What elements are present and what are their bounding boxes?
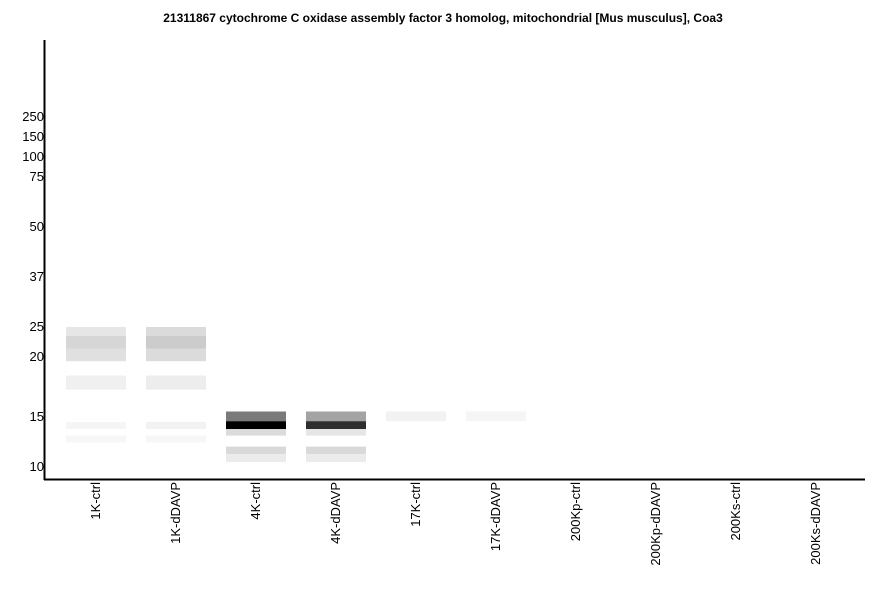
band [146, 335, 206, 349]
y-tick-label: 37 [30, 269, 44, 284]
lane-label: 200Ks-ctrl [728, 482, 743, 541]
lane-label: 17K-dDAVP [488, 482, 503, 551]
lane-label: 4K-ctrl [248, 482, 263, 520]
y-tick-label: 50 [30, 219, 44, 234]
band [146, 435, 206, 443]
band [306, 429, 366, 436]
lane-label: 1K-dDAVP [168, 482, 183, 544]
y-tick-labels: 250 150 100 75 50 37 25 20 15 10 [22, 109, 44, 474]
band [226, 429, 286, 436]
band [146, 422, 206, 429]
bands-layer [66, 327, 526, 463]
band [66, 422, 126, 429]
band [226, 421, 286, 430]
y-tick-label: 75 [30, 169, 44, 184]
band [146, 375, 206, 390]
band [226, 446, 286, 455]
band [66, 327, 126, 336]
band [386, 411, 446, 422]
lane-label: 1K-ctrl [88, 482, 103, 520]
lane-label: 200Kp-dDAVP [648, 482, 663, 566]
band [66, 335, 126, 349]
chart-title: 21311867 cytochrome C oxidase assembly f… [163, 11, 723, 25]
band [306, 421, 366, 430]
band [146, 348, 206, 362]
band [146, 327, 206, 336]
band [466, 411, 526, 422]
lane-label: 17K-ctrl [408, 482, 423, 527]
lane-label: 200Kp-ctrl [568, 482, 583, 541]
lane-label: 200Ks-dDAVP [808, 482, 823, 565]
band [226, 454, 286, 463]
y-tick-label: 150 [22, 129, 44, 144]
band [66, 375, 126, 390]
y-tick-label: 20 [30, 349, 44, 364]
y-tick-label: 100 [22, 149, 44, 164]
band [66, 435, 126, 443]
band [306, 411, 366, 422]
y-tick-label: 250 [22, 109, 44, 124]
y-tick-label: 10 [30, 459, 44, 474]
band [66, 348, 126, 362]
lane-label: 4K-dDAVP [328, 482, 343, 544]
band [226, 411, 286, 422]
y-tick-label: 25 [30, 319, 44, 334]
band [306, 446, 366, 455]
y-tick-label: 15 [30, 409, 44, 424]
lane-labels: 1K-ctrl 1K-dDAVP 4K-ctrl 4K-dDAVP 17K-ctrl 17… [88, 482, 823, 566]
band [306, 454, 366, 463]
